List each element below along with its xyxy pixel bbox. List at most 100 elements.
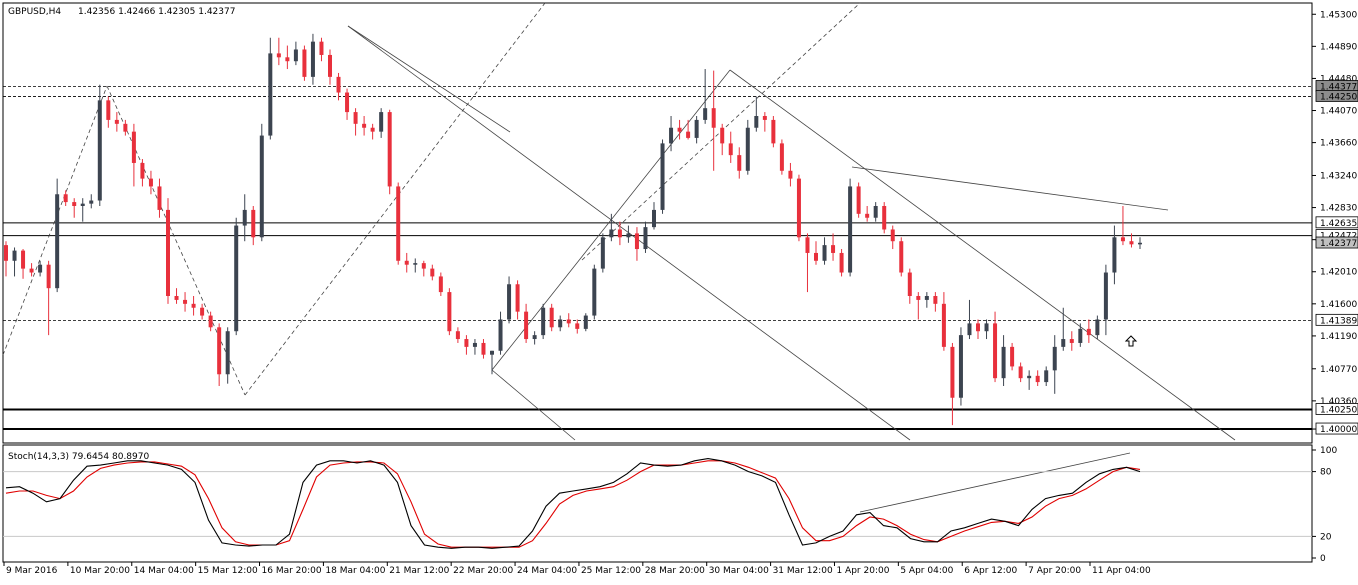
price-tag[interactable]: 1.42377 xyxy=(1315,236,1358,249)
trend-line-1[interactable] xyxy=(106,85,246,396)
candle xyxy=(166,198,170,304)
trend-line-3[interactable] xyxy=(347,25,911,441)
trend-line-10[interactable] xyxy=(859,452,1131,513)
time-axis-label: 11 Apr 04:00 xyxy=(1092,566,1151,576)
candle xyxy=(583,313,588,332)
candle xyxy=(490,350,494,375)
candles xyxy=(4,33,1142,426)
price-axis-label: 1.44480 xyxy=(1320,74,1357,84)
trend-line-8[interactable] xyxy=(729,69,1236,441)
price-tag[interactable]: 1.40000 xyxy=(1315,422,1358,435)
candle xyxy=(1078,323,1083,347)
candle xyxy=(97,84,102,206)
candle xyxy=(328,49,332,85)
price-tag[interactable]: 1.42635 xyxy=(1315,216,1358,229)
time-axis-label: 24 Mar 04:00 xyxy=(517,566,577,576)
candle xyxy=(72,198,77,218)
time-axis-label: 28 Mar 20:00 xyxy=(645,566,705,576)
time-axis-label: 18 Mar 04:00 xyxy=(325,566,385,576)
candle xyxy=(993,311,998,383)
trend-line-9[interactable] xyxy=(851,166,1169,211)
candle xyxy=(455,327,460,343)
trend-line-4[interactable] xyxy=(347,25,511,133)
price-tag[interactable]: 1.41389 xyxy=(1315,313,1358,326)
candle xyxy=(1027,370,1032,390)
candle xyxy=(191,296,196,316)
time-axis-label: 30 Mar 04:00 xyxy=(709,566,769,576)
candle xyxy=(1095,315,1100,340)
candle xyxy=(1112,225,1117,285)
candle xyxy=(1086,319,1091,343)
candle xyxy=(1018,362,1023,383)
candle xyxy=(336,72,341,101)
candle xyxy=(4,241,8,277)
time-axis-label: 1 Apr 20:00 xyxy=(836,566,889,576)
candle xyxy=(106,96,111,128)
price-tag[interactable]: 1.44250 xyxy=(1315,90,1358,102)
time-axis-label: 6 Apr 12:00 xyxy=(964,566,1017,576)
candle xyxy=(788,162,793,187)
candle xyxy=(711,70,716,171)
price-axis-label: 1.44070 xyxy=(1320,107,1357,117)
stoch-signal-line xyxy=(5,460,1141,548)
trend-line-2[interactable] xyxy=(244,2,546,396)
trend-line-0[interactable] xyxy=(2,85,108,356)
candle xyxy=(703,69,708,124)
time-axis-label: 7 Apr 20:00 xyxy=(1028,566,1081,576)
price-tag-label: 1.41389 xyxy=(1320,316,1357,326)
candle xyxy=(55,178,60,293)
indicator-pane-frame xyxy=(2,444,1313,563)
candle xyxy=(1069,331,1074,351)
time-axis-label: 22 Mar 20:00 xyxy=(453,566,513,576)
candle xyxy=(720,123,725,156)
candle xyxy=(114,112,119,132)
price-axis-label: 1.42010 xyxy=(1320,268,1357,278)
candle xyxy=(430,264,435,281)
price-axis-label: 1.43660 xyxy=(1320,139,1357,149)
stoch-label: Stoch(14,3,3) 79.6454 80.8970 xyxy=(8,452,149,462)
price-tag-label: 1.44377 xyxy=(1320,82,1357,92)
candle xyxy=(1103,264,1108,336)
candle xyxy=(379,108,384,138)
candle xyxy=(762,112,767,132)
price-tag[interactable]: 1.40250 xyxy=(1315,403,1358,415)
price-axis-label: 1.44890 xyxy=(1320,42,1357,52)
stoch-axis-label: 80 xyxy=(1320,468,1332,478)
trend-line-6[interactable] xyxy=(491,369,576,441)
candle xyxy=(174,288,179,304)
time-axis-label: 10 Mar 20:00 xyxy=(70,566,130,576)
candle xyxy=(80,198,85,222)
candle xyxy=(686,119,691,140)
candle xyxy=(29,263,34,277)
candle xyxy=(89,194,94,209)
ohlc-label: 1.42356 1.42466 1.42305 1.42377 xyxy=(78,7,235,17)
candle xyxy=(251,206,256,246)
price-tag-label: 1.44250 xyxy=(1320,92,1357,102)
candle xyxy=(728,131,733,163)
stoch-axis-label: 20 xyxy=(1320,532,1332,542)
candle xyxy=(831,233,836,261)
candle xyxy=(302,45,307,81)
price-tag-label: 1.42635 xyxy=(1320,219,1357,229)
candle xyxy=(200,303,205,320)
up-arrow-icon[interactable] xyxy=(1124,335,1138,347)
candle xyxy=(234,217,239,336)
candle xyxy=(498,311,503,355)
candle xyxy=(796,174,801,242)
candle xyxy=(1035,370,1040,386)
candle xyxy=(694,116,699,144)
candle xyxy=(319,37,324,62)
candle xyxy=(310,33,315,85)
candle xyxy=(779,139,784,175)
candle xyxy=(507,276,512,324)
candle xyxy=(660,139,665,214)
candle xyxy=(652,202,656,230)
candle xyxy=(524,303,529,343)
candle xyxy=(967,299,972,340)
symbol-label: GBPUSD,H4 xyxy=(8,7,61,17)
candle xyxy=(1138,237,1142,250)
candle xyxy=(345,88,350,120)
candle xyxy=(609,213,614,242)
